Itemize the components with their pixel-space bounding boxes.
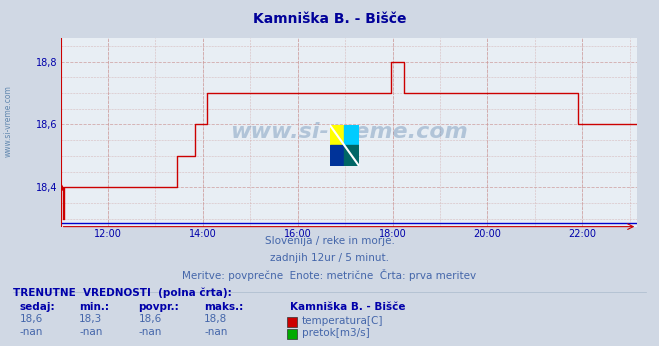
- Polygon shape: [344, 145, 359, 166]
- Text: -nan: -nan: [20, 327, 43, 337]
- Text: Slovenija / reke in morje.: Slovenija / reke in morje.: [264, 236, 395, 246]
- Polygon shape: [330, 145, 344, 166]
- Text: sedaj:: sedaj:: [20, 302, 55, 312]
- Bar: [344, 125, 359, 145]
- Text: maks.:: maks.:: [204, 302, 244, 312]
- Text: -nan: -nan: [204, 327, 227, 337]
- Text: TRENUTNE  VREDNOSTI  (polna črta):: TRENUTNE VREDNOSTI (polna črta):: [13, 287, 232, 298]
- Text: povpr.:: povpr.:: [138, 302, 179, 312]
- Text: temperatura[C]: temperatura[C]: [302, 316, 384, 326]
- Text: Kamniška B. - Bišče: Kamniška B. - Bišče: [290, 302, 405, 312]
- Text: zadnjih 12ur / 5 minut.: zadnjih 12ur / 5 minut.: [270, 253, 389, 263]
- Text: 18,3: 18,3: [79, 315, 102, 325]
- Text: www.si-vreme.com: www.si-vreme.com: [3, 85, 13, 157]
- Text: Meritve: povprečne  Enote: metrične  Črta: prva meritev: Meritve: povprečne Enote: metrične Črta:…: [183, 268, 476, 281]
- Text: 18,8: 18,8: [204, 315, 227, 325]
- Text: pretok[m3/s]: pretok[m3/s]: [302, 328, 370, 338]
- Text: www.si-vreme.com: www.si-vreme.com: [230, 122, 468, 142]
- Bar: [330, 125, 344, 145]
- Text: 18,6: 18,6: [20, 315, 43, 325]
- Text: -nan: -nan: [138, 327, 161, 337]
- Text: 18,6: 18,6: [138, 315, 161, 325]
- Text: -nan: -nan: [79, 327, 102, 337]
- Text: min.:: min.:: [79, 302, 109, 312]
- Text: Kamniška B. - Bišče: Kamniška B. - Bišče: [253, 12, 406, 26]
